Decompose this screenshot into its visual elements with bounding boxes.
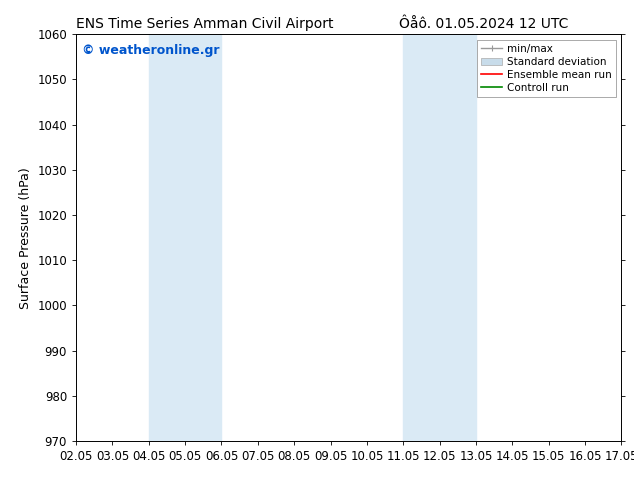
- Bar: [149, 34, 221, 441]
- Text: Ôåô. 01.05.2024 12 UTC: Ôåô. 01.05.2024 12 UTC: [399, 17, 569, 31]
- Bar: [403, 34, 476, 441]
- Legend: min/max, Standard deviation, Ensemble mean run, Controll run: min/max, Standard deviation, Ensemble me…: [477, 40, 616, 97]
- Text: ENS Time Series Amman Civil Airport: ENS Time Series Amman Civil Airport: [76, 17, 333, 31]
- Title: ENS Time Series Amman Civil Airport      Ôåô. 01.05.2024 12 UTC: ENS Time Series Amman Civil Airport Ôåô.…: [0, 489, 1, 490]
- Y-axis label: Surface Pressure (hPa): Surface Pressure (hPa): [19, 167, 32, 309]
- Text: © weatheronline.gr: © weatheronline.gr: [82, 45, 219, 57]
